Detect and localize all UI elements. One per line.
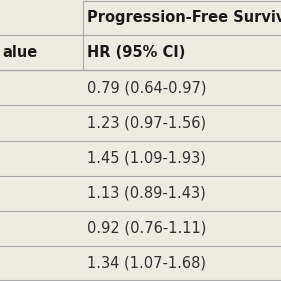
Text: alue: alue bbox=[3, 45, 38, 60]
Bar bbox=[0, 105, 281, 140]
Text: 0.92 (0.76-1.11): 0.92 (0.76-1.11) bbox=[87, 221, 207, 236]
Bar bbox=[0, 176, 281, 211]
Bar bbox=[0, 140, 281, 176]
Text: 0.79 (0.64-0.97): 0.79 (0.64-0.97) bbox=[87, 80, 207, 95]
Text: 1.23 (0.97-1.56): 1.23 (0.97-1.56) bbox=[87, 115, 206, 130]
Text: 1.45 (1.09-1.93): 1.45 (1.09-1.93) bbox=[87, 151, 206, 166]
Text: HR (95% CI): HR (95% CI) bbox=[87, 45, 185, 60]
Bar bbox=[0, 0, 281, 35]
Bar bbox=[0, 35, 281, 70]
Text: Progression-Free Surviv: Progression-Free Surviv bbox=[87, 10, 281, 25]
Bar bbox=[0, 246, 281, 281]
Bar bbox=[0, 70, 281, 105]
Bar bbox=[0, 211, 281, 246]
Text: 1.34 (1.07-1.68): 1.34 (1.07-1.68) bbox=[87, 256, 206, 271]
Text: 1.13 (0.89-1.43): 1.13 (0.89-1.43) bbox=[87, 186, 206, 201]
